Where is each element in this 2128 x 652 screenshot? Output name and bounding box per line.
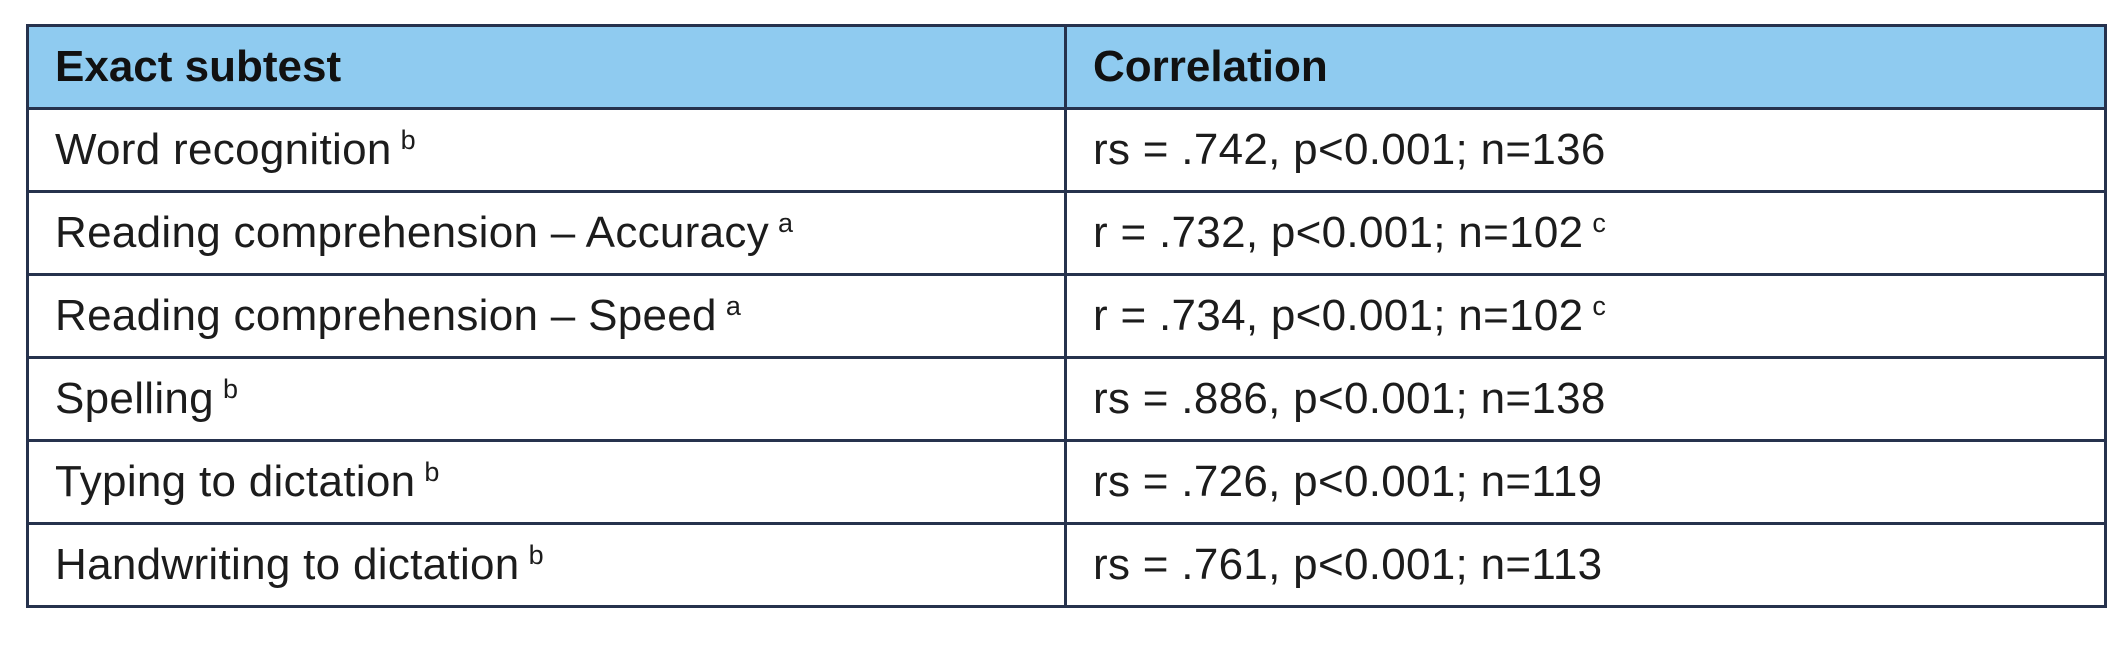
correlation-value: r = .732, p<0.001; n=102 [1093, 208, 1584, 257]
correlation-value: rs = .742, p<0.001; n=136 [1093, 125, 1606, 174]
header-exact-subtest: Exact subtest [26, 24, 1067, 110]
correlation-value: r = .734, p<0.001; n=102 [1093, 291, 1584, 340]
correlation-table: Exact subtest Correlation Word recogniti… [26, 24, 2107, 608]
correlation-cell: rs = .726, p<0.001; n=119 [1064, 439, 2107, 525]
correlation-value: rs = .726, p<0.001; n=119 [1093, 457, 1603, 506]
correlation-cell: rs = .761, p<0.001; n=113 [1064, 522, 2107, 608]
footnote-marker: c [1592, 291, 1607, 321]
table-header-row: Exact subtest Correlation [26, 24, 2107, 110]
table-row: Word recognition b rs = .742, p<0.001; n=… [26, 107, 2107, 193]
footnote-marker: b [400, 125, 416, 155]
footnote-marker: b [222, 374, 239, 404]
subtest-label: Reading comprehension – Speed [55, 291, 717, 340]
subtest-label: Typing to dictation [55, 457, 416, 506]
subtest-label: Handwriting to dictation [55, 540, 520, 589]
footnote-marker: a [725, 291, 742, 321]
table-row: Handwriting to dictation b rs = .761, p<0… [26, 522, 2107, 608]
correlation-value: rs = .886, p<0.001; n=138 [1093, 374, 1606, 423]
subtest-cell: Spelling b [26, 356, 1067, 442]
correlation-cell: r = .732, p<0.001; n=102 c [1064, 190, 2107, 276]
subtest-label: Reading comprehension – Accuracy [55, 208, 770, 257]
table-row: Reading comprehension – Accuracy a r = .7… [26, 190, 2107, 276]
correlation-cell: r = .734, p<0.001; n=102 c [1064, 273, 2107, 359]
footnote-marker: b [424, 457, 440, 487]
subtest-label: Word recognition [55, 125, 392, 174]
correlation-cell: rs = .742, p<0.001; n=136 [1064, 107, 2107, 193]
subtest-cell: Reading comprehension – Speed a [26, 273, 1067, 359]
header-correlation: Correlation [1064, 24, 2107, 110]
subtest-cell: Typing to dictation b [26, 439, 1067, 525]
subtest-cell: Handwriting to dictation b [26, 522, 1067, 608]
subtest-cell: Reading comprehension – Accuracy a [26, 190, 1067, 276]
subtest-cell: Word recognition b [26, 107, 1067, 193]
footnote-marker: a [778, 208, 794, 238]
subtest-label: Spelling [55, 374, 214, 423]
correlation-value: rs = .761, p<0.001; n=113 [1093, 540, 1603, 589]
correlation-cell: rs = .886, p<0.001; n=138 [1064, 356, 2107, 442]
table-row: Reading comprehension – Speed a r = .734,… [26, 273, 2107, 359]
table-row: Spelling b rs = .886, p<0.001; n=138 [26, 356, 2107, 442]
footnote-marker: c [1592, 208, 1607, 238]
table-row: Typing to dictation b rs = .726, p<0.001;… [26, 439, 2107, 525]
footnote-marker: b [528, 540, 544, 570]
